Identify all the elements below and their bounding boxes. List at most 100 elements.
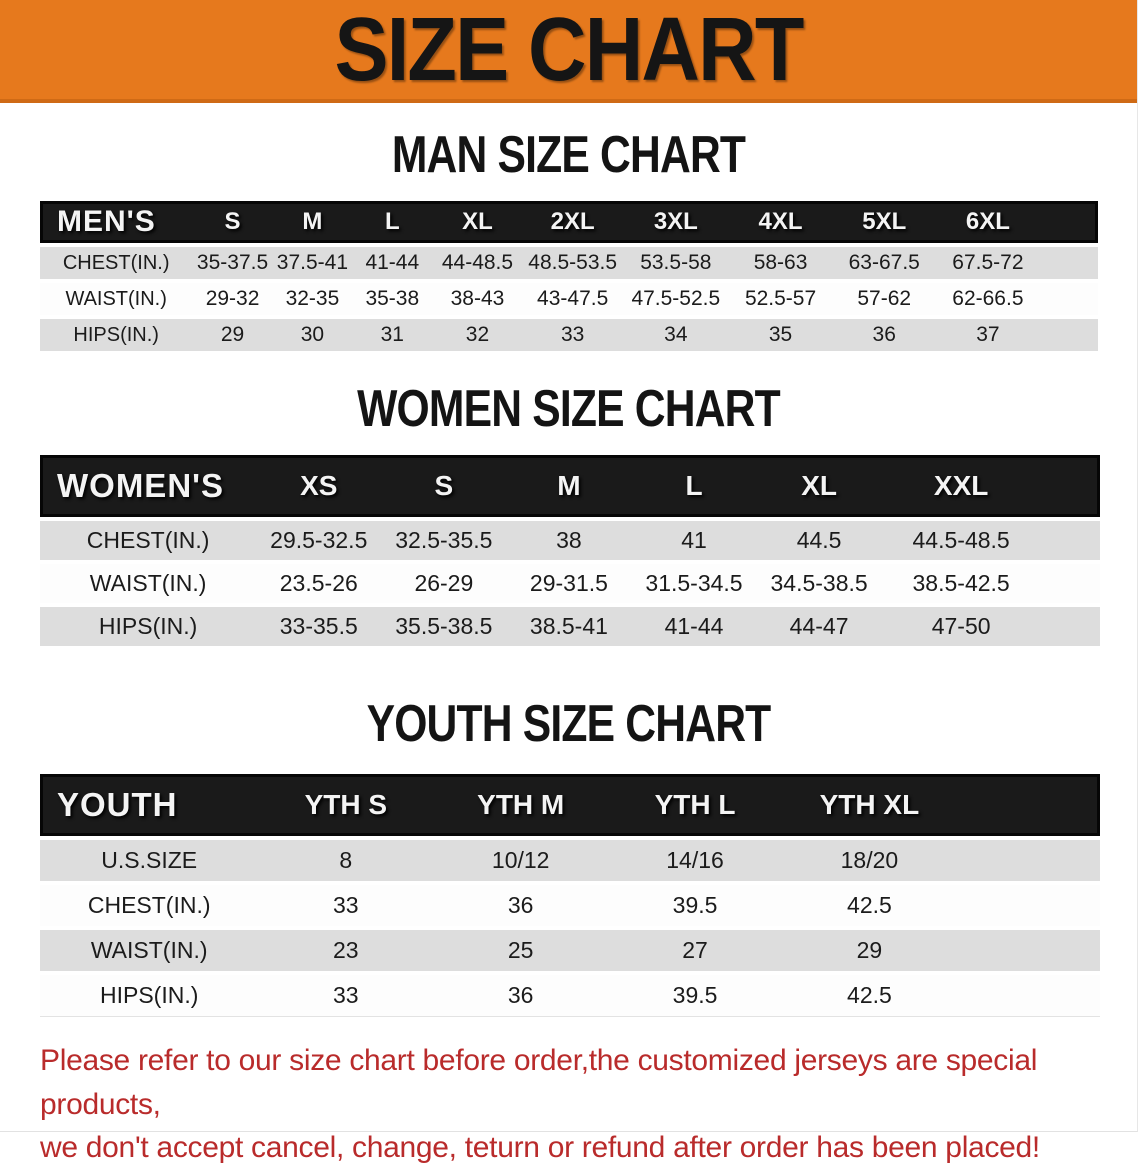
- size-value-cell: 35: [728, 319, 833, 351]
- mens-section-title: MAN SIZE CHART: [391, 126, 746, 184]
- table-row: WAIST(IN.) 23 25 27 29: [40, 930, 1100, 971]
- size-value-cell: 14/16: [608, 840, 782, 881]
- table-row: WAIST(IN.) 29-32 32-35 35-38 38-43 43-47.5 47.…: [40, 283, 1098, 315]
- size-column-header: YTH S: [258, 774, 434, 836]
- banner-title: SIZE CHART: [334, 0, 805, 100]
- disclaimer-line-1: Please refer to our size chart before or…: [40, 1044, 1038, 1121]
- measurement-label: HIPS(IN.): [40, 607, 257, 646]
- size-value-cell: 29: [781, 930, 957, 971]
- womens-section-title: WOMEN SIZE CHART: [357, 380, 781, 438]
- size-value-cell: 34: [622, 319, 729, 351]
- size-column-header: XL: [756, 455, 882, 517]
- size-value-cell: 38.5-41: [506, 607, 632, 646]
- header-filler: [1039, 201, 1098, 243]
- measurement-label: WAIST(IN.): [40, 283, 193, 315]
- table-row: CHEST(IN.) 35-37.5 37.5-41 41-44 44-48.5 48.5…: [40, 247, 1098, 279]
- size-value-cell: 38: [506, 521, 632, 560]
- size-value-cell: 53.5-58: [622, 247, 729, 279]
- group-label: WOMEN'S: [40, 455, 257, 517]
- size-value-cell: 29-31.5: [506, 564, 632, 603]
- size-value-cell: 25: [433, 930, 609, 971]
- header-filler: [956, 774, 1100, 836]
- mens-size-table: MEN'S S M L XL 2XL 3XL 4XL 5XL 6XL CHEST(IN.) 35-37…: [40, 197, 1098, 355]
- size-value-cell: 31.5-34.5: [631, 564, 757, 603]
- row-filler: [1039, 283, 1098, 315]
- size-column-header: M: [506, 455, 632, 517]
- table-row: HIPS(IN.) 33-35.5 35.5-38.5 38.5-41 41-44 44-…: [40, 607, 1100, 646]
- measurement-label: HIPS(IN.): [40, 319, 193, 351]
- size-value-cell: 52.5-57: [728, 283, 833, 315]
- youth-section-title: YOUTH SIZE CHART: [366, 695, 772, 753]
- size-value-cell: 39.5: [608, 975, 782, 1017]
- size-column-header: 2XL: [522, 201, 623, 243]
- size-value-cell: 23: [258, 930, 434, 971]
- size-value-cell: 33: [258, 885, 434, 926]
- size-column-header: L: [631, 455, 757, 517]
- row-filler: [1039, 319, 1098, 351]
- row-filler: [956, 840, 1100, 881]
- size-column-header: 3XL: [622, 201, 729, 243]
- size-value-cell: 36: [832, 319, 937, 351]
- size-column-header: L: [352, 201, 433, 243]
- womens-size-table: WOMEN'S XS S M L XL XXL CHEST(IN.) 29.5-32.5 32.5…: [40, 451, 1100, 650]
- size-value-cell: 41-44: [352, 247, 433, 279]
- size-column-header: 6XL: [936, 201, 1040, 243]
- size-value-cell: 38-43: [432, 283, 523, 315]
- size-value-cell: 43-47.5: [522, 283, 623, 315]
- size-value-cell: 41-44: [631, 607, 757, 646]
- size-header-row: YOUTH YTH S YTH M YTH L YTH XL: [40, 774, 1100, 836]
- size-value-cell: 58-63: [728, 247, 833, 279]
- size-value-cell: 44-47: [756, 607, 882, 646]
- size-column-header: YTH XL: [781, 774, 957, 836]
- measurement-label: WAIST(IN.): [40, 564, 257, 603]
- size-value-cell: 32.5-35.5: [381, 521, 507, 560]
- size-column-header: 5XL: [832, 201, 937, 243]
- measurement-label: CHEST(IN.): [40, 885, 259, 926]
- size-header-row: WOMEN'S XS S M L XL XXL: [40, 455, 1100, 517]
- size-value-cell: 8: [258, 840, 434, 881]
- size-value-cell: 27: [608, 930, 782, 971]
- size-value-cell: 35.5-38.5: [381, 607, 507, 646]
- measurement-label: CHEST(IN.): [40, 247, 193, 279]
- table-row: HIPS(IN.) 33 36 39.5 42.5: [40, 975, 1100, 1017]
- size-value-cell: 36: [433, 975, 609, 1017]
- row-filler: [956, 975, 1100, 1017]
- size-value-cell: 44.5-48.5: [881, 521, 1041, 560]
- size-value-cell: 67.5-72: [936, 247, 1040, 279]
- size-value-cell: 23.5-26: [256, 564, 382, 603]
- size-value-cell: 41: [631, 521, 757, 560]
- table-row: CHEST(IN.) 33 36 39.5 42.5: [40, 885, 1100, 926]
- size-value-cell: 32: [432, 319, 523, 351]
- size-column-header: YTH M: [433, 774, 609, 836]
- size-chart-banner: SIZE CHART: [0, 0, 1137, 103]
- row-filler: [1040, 607, 1100, 646]
- row-filler: [1039, 247, 1098, 279]
- size-value-cell: 10/12: [433, 840, 609, 881]
- header-filler: [1040, 455, 1100, 517]
- size-column-header: 4XL: [728, 201, 833, 243]
- size-value-cell: 42.5: [781, 975, 957, 1017]
- table-row: HIPS(IN.) 29 30 31 32 33 34 35 36 37: [40, 319, 1098, 351]
- row-filler: [1040, 564, 1100, 603]
- size-value-cell: 63-67.5: [832, 247, 937, 279]
- size-column-header: XXL: [881, 455, 1041, 517]
- size-value-cell: 57-62: [832, 283, 937, 315]
- size-value-cell: 37: [936, 319, 1040, 351]
- measurement-label: HIPS(IN.): [40, 975, 259, 1017]
- size-value-cell: 44.5: [756, 521, 882, 560]
- group-label: MEN'S: [40, 201, 193, 243]
- size-value-cell: 62-66.5: [936, 283, 1040, 315]
- size-column-header: S: [381, 455, 507, 517]
- size-value-cell: 32-35: [272, 283, 353, 315]
- size-value-cell: 39.5: [608, 885, 782, 926]
- size-value-cell: 37.5-41: [272, 247, 353, 279]
- size-value-cell: 33: [522, 319, 623, 351]
- table-row: CHEST(IN.) 29.5-32.5 32.5-35.5 38 41 44.5 44.5…: [40, 521, 1100, 560]
- size-value-cell: 35-38: [352, 283, 433, 315]
- size-value-cell: 35-37.5: [192, 247, 273, 279]
- measurement-label: CHEST(IN.): [40, 521, 257, 560]
- size-value-cell: 31: [352, 319, 433, 351]
- row-filler: [1040, 521, 1100, 560]
- size-value-cell: 47-50: [881, 607, 1041, 646]
- size-value-cell: 30: [272, 319, 353, 351]
